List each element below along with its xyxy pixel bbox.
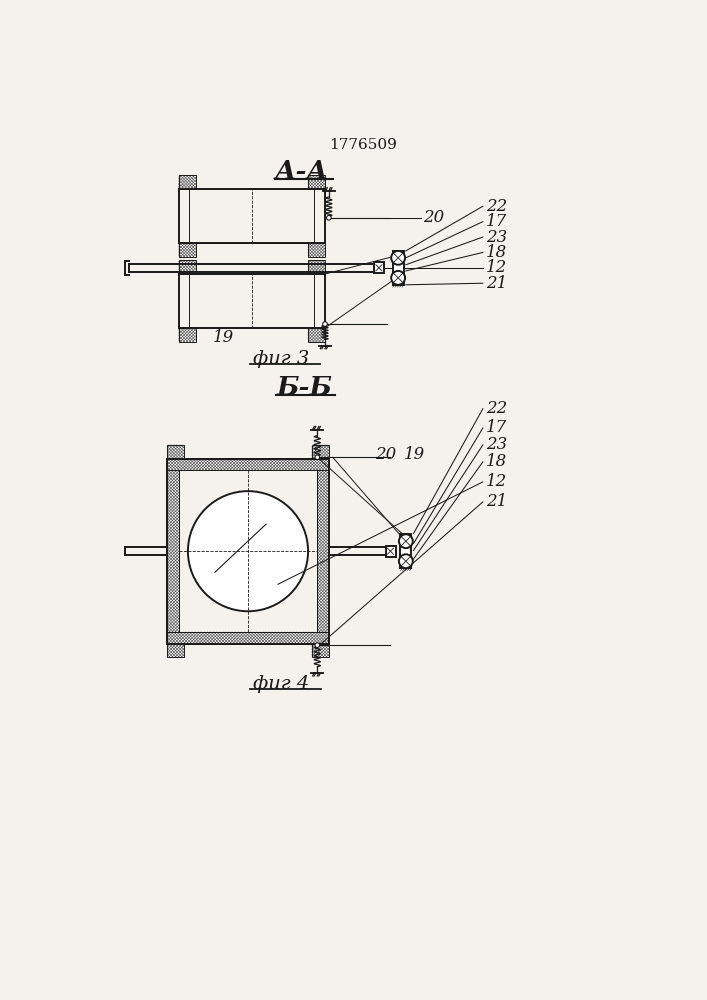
Circle shape <box>188 491 308 611</box>
Bar <box>308 175 325 189</box>
Circle shape <box>315 455 320 460</box>
Bar <box>308 328 325 342</box>
Text: 20: 20 <box>423 209 444 226</box>
Text: 18: 18 <box>486 453 507 470</box>
Bar <box>167 632 329 644</box>
Text: 22: 22 <box>486 198 507 215</box>
Circle shape <box>391 251 405 265</box>
Bar <box>179 175 196 189</box>
Bar <box>308 260 325 274</box>
Bar <box>167 459 329 470</box>
Text: 12: 12 <box>486 473 507 490</box>
Bar <box>167 470 179 632</box>
Circle shape <box>399 534 413 548</box>
Text: 1776509: 1776509 <box>329 138 397 152</box>
Text: 17: 17 <box>486 420 507 436</box>
Circle shape <box>327 215 331 220</box>
Text: 17: 17 <box>486 213 507 230</box>
Text: 18: 18 <box>486 244 507 261</box>
Bar <box>312 644 329 657</box>
Bar <box>308 243 325 257</box>
Circle shape <box>399 554 413 568</box>
Bar <box>400 534 411 568</box>
Text: 19: 19 <box>404 446 426 463</box>
Bar <box>317 470 329 632</box>
Bar <box>167 644 184 657</box>
Bar <box>374 262 383 273</box>
Text: 19: 19 <box>214 329 235 346</box>
Circle shape <box>322 322 327 326</box>
Text: фиг 4: фиг 4 <box>253 675 309 693</box>
Text: Б-Б: Б-Б <box>276 375 332 400</box>
Bar <box>179 260 196 274</box>
Text: 12: 12 <box>486 259 507 276</box>
Text: 21: 21 <box>486 275 507 292</box>
Text: 22: 22 <box>486 400 507 417</box>
Text: фиг 3: фиг 3 <box>253 350 309 368</box>
Text: 21: 21 <box>486 493 507 510</box>
Bar <box>179 328 196 342</box>
Bar <box>386 546 396 557</box>
Bar <box>312 445 329 459</box>
Circle shape <box>315 643 320 647</box>
Bar <box>167 445 184 459</box>
Circle shape <box>391 271 405 285</box>
Text: А-А: А-А <box>275 159 329 184</box>
Bar <box>393 251 404 285</box>
Text: 23: 23 <box>486 229 507 246</box>
Text: 20: 20 <box>375 446 397 463</box>
Bar <box>179 243 196 257</box>
Text: 23: 23 <box>486 436 507 453</box>
